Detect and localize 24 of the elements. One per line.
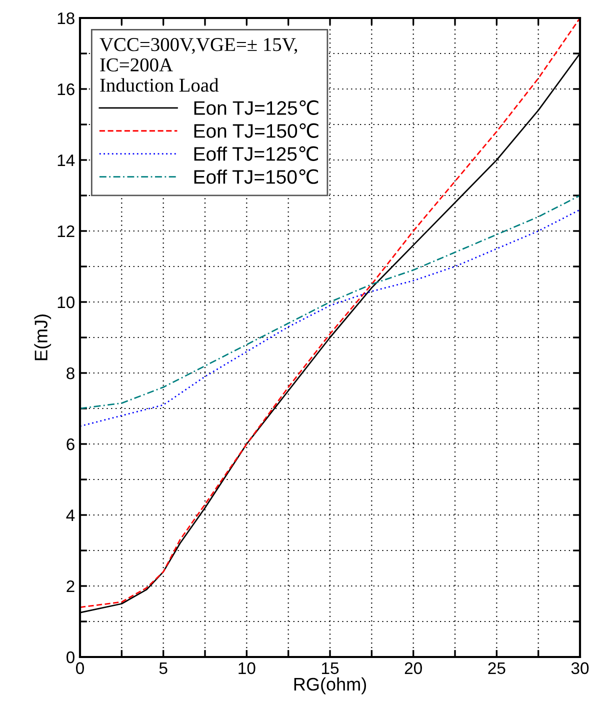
legend-label: Eon TJ=125℃	[194, 100, 318, 115]
y-tick-label: 18	[58, 12, 74, 24]
x-tick-label: 20	[404, 662, 422, 674]
y-tick-label: 16	[58, 83, 74, 96]
x-tick-label: 15	[322, 662, 339, 674]
y-tick-label: 8	[66, 367, 74, 380]
x-tick-label: 25	[488, 662, 506, 674]
x-tick-label: 5	[159, 662, 168, 674]
x-tick-label: 30	[571, 662, 589, 674]
y-tick-label: 12	[58, 225, 74, 238]
legend-label: Eoff TJ=150℃	[194, 169, 318, 184]
y-tick-label: 4	[66, 510, 75, 522]
y-tick-label: 6	[66, 438, 74, 450]
x-axis-title: RG(ohm)	[294, 677, 366, 694]
x-tick-label: 10	[238, 662, 256, 674]
y-tick-label: 10	[58, 296, 74, 308]
legend-title: VCC=300V,VGE=± 15V, IC=200A Induction Load	[100, 38, 298, 92]
x-tick-label: 0	[76, 662, 84, 674]
legend-label: Eon TJ=150℃	[194, 123, 318, 138]
y-tick-label: 2	[66, 580, 74, 592]
y-tick-label: 14	[58, 154, 75, 166]
legend-label: Eoff TJ=125℃	[194, 146, 318, 161]
y-tick-label: 0	[66, 651, 74, 664]
y-axis-title: E(mJ)	[34, 314, 52, 360]
